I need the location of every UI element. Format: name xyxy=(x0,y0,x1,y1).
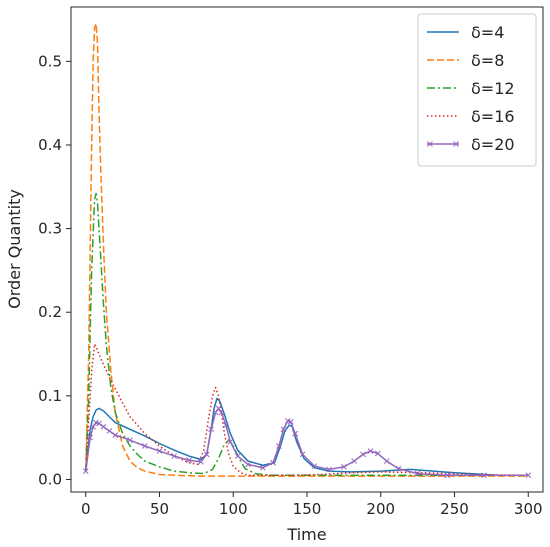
series-point xyxy=(112,432,119,438)
x-tick-label: 0 xyxy=(81,500,91,518)
series-point xyxy=(106,428,113,434)
series-point xyxy=(87,434,94,441)
series-point xyxy=(311,463,318,469)
series-point xyxy=(326,466,332,473)
y-tick-label: 0.4 xyxy=(38,136,62,154)
series-line-3 xyxy=(85,192,529,477)
legend-label: δ=4 xyxy=(471,23,504,42)
y-axis-label: Order Quantity xyxy=(5,189,24,309)
y-axis: 0.0 0.1 0.2 0.3 0.4 0.5 xyxy=(38,52,71,488)
series-point xyxy=(299,451,306,458)
series-point xyxy=(82,468,89,474)
series-point xyxy=(203,451,210,458)
series-point xyxy=(280,426,287,433)
series-point xyxy=(186,457,192,464)
series-point xyxy=(395,465,402,472)
series-point xyxy=(156,448,163,454)
y-tick-label: 0.0 xyxy=(38,470,62,488)
x-tick-label: 150 xyxy=(293,500,322,518)
x-tick-label: 100 xyxy=(219,500,248,518)
series-point xyxy=(341,464,347,470)
x-tick-label: 300 xyxy=(514,500,543,518)
y-tick-label: 0.1 xyxy=(38,387,62,405)
series-point xyxy=(197,459,204,465)
series-point xyxy=(481,472,487,479)
series-point xyxy=(218,409,225,416)
series-point xyxy=(171,453,178,459)
series-point xyxy=(259,464,266,471)
legend-label: δ=12 xyxy=(471,79,515,98)
series-point xyxy=(215,405,222,412)
x-axis-label: Time xyxy=(286,525,326,544)
series-layer xyxy=(82,22,532,479)
y-tick-label: 0.5 xyxy=(38,52,62,70)
series-point xyxy=(287,418,294,425)
x-tick-label: 50 xyxy=(150,500,169,518)
series-point xyxy=(414,470,421,477)
y-tick-label: 0.3 xyxy=(38,220,62,238)
series-point xyxy=(525,472,532,479)
series-point xyxy=(227,438,234,445)
series-point xyxy=(234,453,241,459)
series-point xyxy=(90,423,96,430)
series-point xyxy=(245,461,251,468)
series-point xyxy=(292,430,299,437)
series-point xyxy=(96,420,102,427)
series-point xyxy=(276,443,282,449)
legend-label: δ=16 xyxy=(471,107,515,126)
series-point xyxy=(141,443,148,449)
series-line-2 xyxy=(85,22,529,477)
x-axis: 0 50 100 150 200 250 300 xyxy=(81,492,543,518)
legend-box xyxy=(417,13,537,167)
series-point xyxy=(360,451,366,458)
series-point xyxy=(367,448,374,454)
x-tick-label: 200 xyxy=(366,500,395,518)
series-point xyxy=(208,426,214,433)
series-line-1 xyxy=(85,397,529,477)
series-point xyxy=(223,422,229,428)
series-point xyxy=(374,450,381,457)
legend-label: δ=20 xyxy=(471,135,515,154)
y-tick-label: 0.2 xyxy=(38,303,62,321)
series-point xyxy=(444,472,450,479)
legend: δ=4 δ=8 δ=12 δ=16 δ=20 xyxy=(417,13,537,167)
series-point xyxy=(351,458,358,464)
series-point xyxy=(383,458,390,464)
series-point xyxy=(212,409,219,416)
series-point xyxy=(127,437,133,444)
x-tick-label: 250 xyxy=(440,500,469,518)
series-point xyxy=(270,459,276,466)
series-line-4 xyxy=(85,343,529,477)
series-point xyxy=(100,423,107,430)
legend-label: δ=8 xyxy=(471,51,504,70)
